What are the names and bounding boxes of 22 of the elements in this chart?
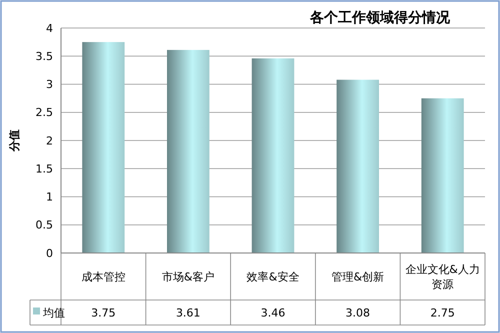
x-tick-label: 市场&客户 xyxy=(162,270,214,284)
y-tick-label: 4 xyxy=(46,22,53,35)
x-tick-label: 效率&安全 xyxy=(246,270,300,284)
y-axis-title: 分值 xyxy=(8,130,21,152)
data-label: 3.08 xyxy=(346,306,370,320)
x-tick-label: 成本管控 xyxy=(81,270,126,284)
data-label: 3.75 xyxy=(91,306,116,320)
y-tick-label: 0.5 xyxy=(36,218,53,232)
data-label: 3.61 xyxy=(176,306,200,320)
y-tick-label: 1.5 xyxy=(36,162,53,176)
chart-title: 各个工作领域得分情况 xyxy=(309,10,451,26)
y-tick-label: 2 xyxy=(46,134,53,148)
y-tick-label: 0 xyxy=(46,246,53,260)
data-label: 3.46 xyxy=(260,306,286,320)
x-tick-label: 管理&创新 xyxy=(332,270,384,284)
data-label: 2.75 xyxy=(430,306,455,320)
x-tick-label: 企业文化&人力资源 xyxy=(405,262,480,291)
y-tick-label: 3.5 xyxy=(36,50,53,63)
y-tick-label: 2.5 xyxy=(36,106,53,120)
y-tick-label: 1 xyxy=(46,190,53,204)
legend-label: 均值 xyxy=(42,306,65,320)
y-tick-label: 3 xyxy=(46,78,53,92)
